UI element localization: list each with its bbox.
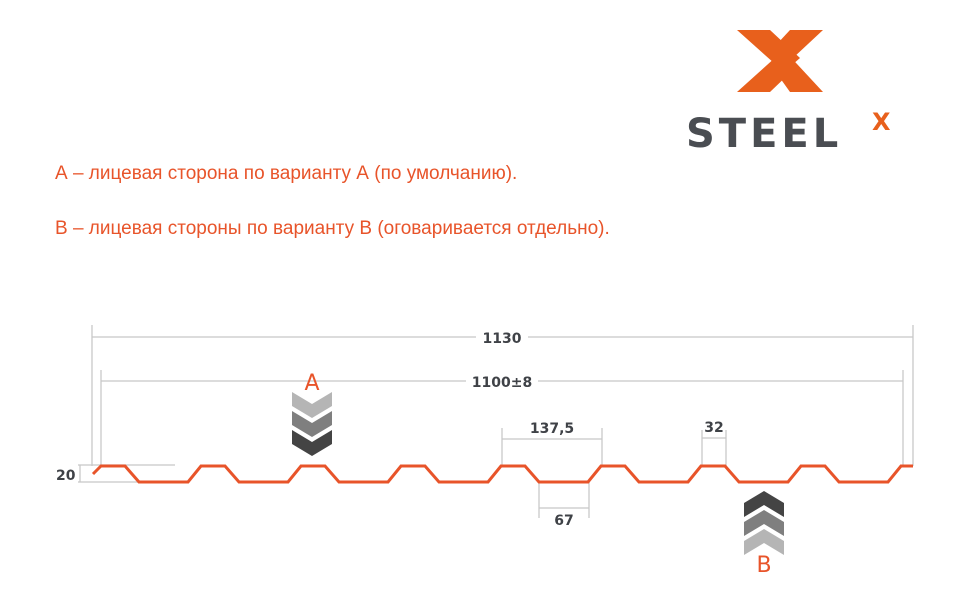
logo-text: STEEL — [686, 111, 842, 157]
dim-crest: 32 — [704, 420, 723, 436]
logo-x-mark — [737, 30, 823, 92]
dim-trough: 67 — [554, 513, 573, 529]
note-side-b: В – лицевая стороны по варианту В (огова… — [55, 218, 610, 239]
dim-pitch: 137,5 — [530, 421, 574, 437]
dimension-lines — [78, 325, 914, 518]
side-b-label: B — [756, 553, 771, 578]
side-b-arrows-icon — [744, 491, 784, 555]
dim-total-width: 1130 — [483, 331, 522, 347]
side-a-label: A — [304, 371, 319, 396]
steelx-logo: STEEL X — [686, 30, 891, 157]
trapezoidal-profile — [91, 464, 913, 484]
note-side-a: А – лицевая сторона по варианту А (по ум… — [55, 163, 518, 184]
dim-useful-width: 1100±8 — [472, 375, 532, 391]
dim-height: 20 — [56, 468, 76, 484]
side-a-arrows-icon — [292, 392, 332, 456]
logo-superscript: X — [872, 108, 891, 136]
